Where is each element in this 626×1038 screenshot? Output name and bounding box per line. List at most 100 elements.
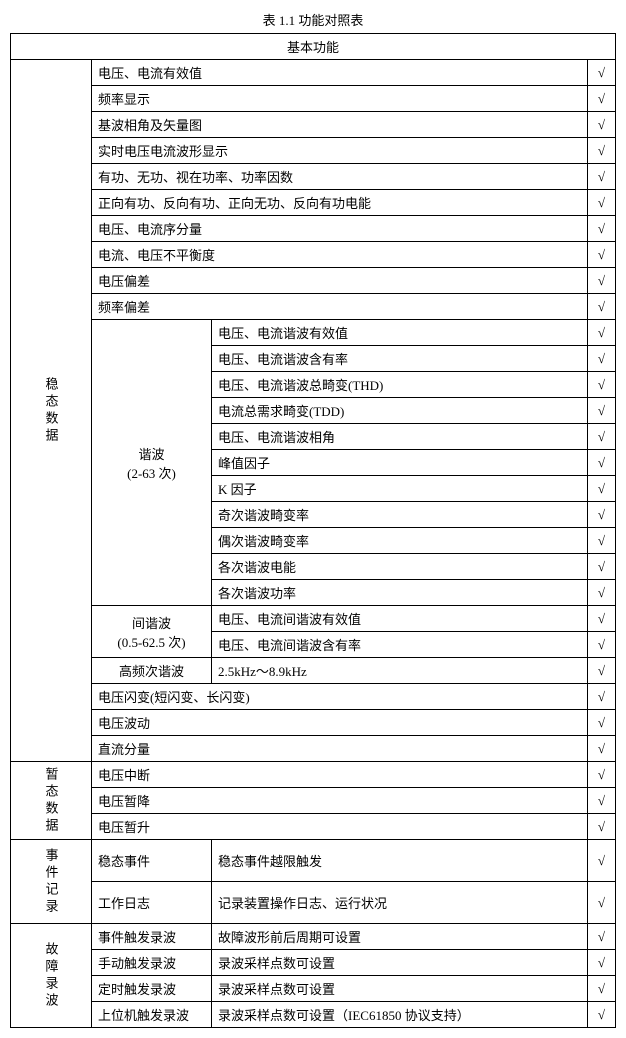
check-cell: √ — [588, 554, 616, 580]
check-cell: √ — [588, 924, 616, 950]
table-row: 电压偏差 √ — [11, 268, 616, 294]
check-cell: √ — [588, 86, 616, 112]
check-cell: √ — [588, 814, 616, 840]
feature-cell: 直流分量 — [92, 736, 588, 762]
table-row: 电压暂降 √ — [11, 788, 616, 814]
check-cell: √ — [588, 112, 616, 138]
feature-comparison-table: 基本功能 稳态数据 电压、电流有效值 √ 频率显示 √ 基波相角及矢量图 √ 实… — [10, 33, 616, 1028]
feature-cell: 录波采样点数可设置 — [212, 976, 588, 1002]
feature-cell: 电压、电流间谐波有效值 — [212, 606, 588, 632]
category-label: 故障录波 — [11, 924, 92, 1028]
category-label: 事件记录 — [11, 840, 92, 924]
feature-cell: 各次谐波电能 — [212, 554, 588, 580]
check-cell: √ — [588, 658, 616, 684]
table-row: 正向有功、反向有功、正向无功、反向有功电能 √ — [11, 190, 616, 216]
table-row: 基波相角及矢量图 √ — [11, 112, 616, 138]
table-row: 电流、电压不平衡度 √ — [11, 242, 616, 268]
check-cell: √ — [588, 424, 616, 450]
table-row: 有功、无功、视在功率、功率因数 √ — [11, 164, 616, 190]
table-row: 频率显示 √ — [11, 86, 616, 112]
feature-cell: 电压暂降 — [92, 788, 588, 814]
feature-cell: 记录装置操作日志、运行状况 — [212, 882, 588, 924]
check-cell: √ — [588, 736, 616, 762]
subcategory-cell: 事件触发录波 — [92, 924, 212, 950]
feature-cell: 电压、电流有效值 — [92, 60, 588, 86]
table-row: 直流分量 √ — [11, 736, 616, 762]
table-title: 表 1.1 功能对照表 — [10, 10, 616, 29]
subcat-label: 谐波 — [138, 447, 164, 462]
feature-cell: 电流总需求畸变(TDD) — [212, 398, 588, 424]
feature-cell: 电流、电压不平衡度 — [92, 242, 588, 268]
check-cell: √ — [588, 138, 616, 164]
subcategory-cell: 上位机触发录波 — [92, 1002, 212, 1028]
subcategory-cell: 谐波 (2-63 次) — [92, 320, 212, 606]
check-cell: √ — [588, 450, 616, 476]
feature-cell: 峰值因子 — [212, 450, 588, 476]
feature-cell: 电压、电流谐波总畸变(THD) — [212, 372, 588, 398]
subcategory-cell: 工作日志 — [92, 882, 212, 924]
check-cell: √ — [588, 788, 616, 814]
check-cell: √ — [588, 294, 616, 320]
check-cell: √ — [588, 476, 616, 502]
subcategory-cell: 定时触发录波 — [92, 976, 212, 1002]
check-cell: √ — [588, 190, 616, 216]
subcategory-cell: 稳态事件 — [92, 840, 212, 882]
feature-cell: 基波相角及矢量图 — [92, 112, 588, 138]
feature-cell: 奇次谐波畸变率 — [212, 502, 588, 528]
table-row: 稳态数据 电压、电流有效值 √ — [11, 60, 616, 86]
subcat-sublabel: (0.5-62.5 次) — [117, 635, 185, 650]
check-cell: √ — [588, 580, 616, 606]
check-cell: √ — [588, 502, 616, 528]
check-cell: √ — [588, 606, 616, 632]
feature-cell: 电压、电流间谐波含有率 — [212, 632, 588, 658]
feature-cell: K 因子 — [212, 476, 588, 502]
subcat-sublabel: (2-63 次) — [127, 466, 176, 481]
check-cell: √ — [588, 242, 616, 268]
subcategory-cell: 间谐波 (0.5-62.5 次) — [92, 606, 212, 658]
table-row: 故障录波 事件触发录波 故障波形前后周期可设置 √ — [11, 924, 616, 950]
check-cell: √ — [588, 372, 616, 398]
check-cell: √ — [588, 840, 616, 882]
table-row: 暂态数据 电压中断 √ — [11, 762, 616, 788]
check-cell: √ — [588, 346, 616, 372]
table-row: 定时触发录波 录波采样点数可设置 √ — [11, 976, 616, 1002]
check-cell: √ — [588, 950, 616, 976]
table-row: 电压、电流序分量 √ — [11, 216, 616, 242]
check-cell: √ — [588, 632, 616, 658]
feature-cell: 电压偏差 — [92, 268, 588, 294]
check-cell: √ — [588, 762, 616, 788]
check-cell: √ — [588, 1002, 616, 1028]
table-row: 电压暂升 √ — [11, 814, 616, 840]
check-cell: √ — [588, 398, 616, 424]
feature-cell: 实时电压电流波形显示 — [92, 138, 588, 164]
check-cell: √ — [588, 528, 616, 554]
table-row: 实时电压电流波形显示 √ — [11, 138, 616, 164]
check-cell: √ — [588, 976, 616, 1002]
table-row: 手动触发录波 录波采样点数可设置 √ — [11, 950, 616, 976]
feature-cell: 2.5kHz～8.9kHz — [212, 658, 588, 684]
feature-cell: 频率显示 — [92, 86, 588, 112]
feature-cell: 故障波形前后周期可设置 — [212, 924, 588, 950]
check-cell: √ — [588, 882, 616, 924]
feature-cell: 电压、电流序分量 — [92, 216, 588, 242]
category-label: 暂态数据 — [11, 762, 92, 840]
table-row: 工作日志 记录装置操作日志、运行状况 √ — [11, 882, 616, 924]
table-row: 高频次谐波 2.5kHz～8.9kHz √ — [11, 658, 616, 684]
feature-cell: 电压暂升 — [92, 814, 588, 840]
feature-cell: 频率偏差 — [92, 294, 588, 320]
table-row: 电压闪变(短闪变、长闪变) √ — [11, 684, 616, 710]
feature-cell: 偶次谐波畸变率 — [212, 528, 588, 554]
check-cell: √ — [588, 710, 616, 736]
check-cell: √ — [588, 216, 616, 242]
subcat-label: 间谐波 — [132, 616, 171, 631]
feature-cell: 正向有功、反向有功、正向无功、反向有功电能 — [92, 190, 588, 216]
table-row: 间谐波 (0.5-62.5 次) 电压、电流间谐波有效值 √ — [11, 606, 616, 632]
header-row: 基本功能 — [11, 34, 616, 60]
feature-cell: 有功、无功、视在功率、功率因数 — [92, 164, 588, 190]
feature-cell: 电压中断 — [92, 762, 588, 788]
check-cell: √ — [588, 268, 616, 294]
feature-cell: 电压、电流谐波相角 — [212, 424, 588, 450]
feature-cell: 电压、电流谐波含有率 — [212, 346, 588, 372]
feature-cell: 录波采样点数可设置 — [212, 950, 588, 976]
feature-cell: 录波采样点数可设置（IEC61850 协议支持） — [212, 1002, 588, 1028]
